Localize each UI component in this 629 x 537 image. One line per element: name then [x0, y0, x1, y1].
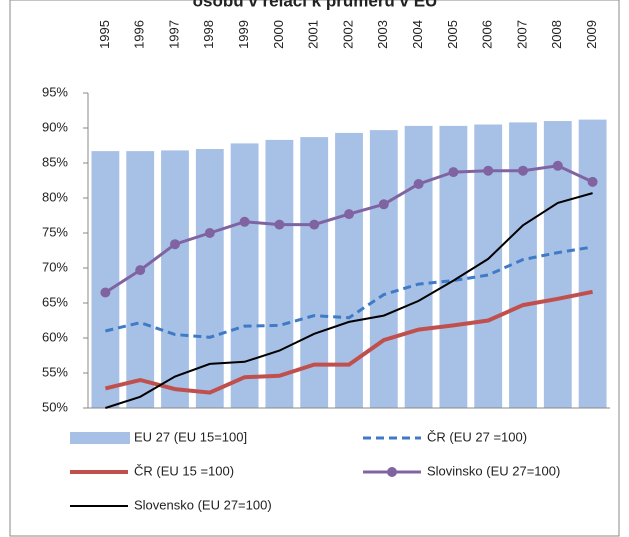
x-tick-label: 1997 — [166, 20, 181, 49]
bar — [126, 151, 155, 408]
legend-label: Slovensko (EU 27=100) — [134, 497, 272, 512]
marker — [344, 209, 354, 220]
x-tick-label: 1995 — [97, 20, 112, 49]
marker — [552, 160, 563, 171]
x-tick-label: 2000 — [271, 20, 286, 49]
marker — [483, 165, 494, 176]
chart-title: osobu v relaci k průměru v EU — [193, 0, 438, 10]
x-tick-label: 1999 — [236, 20, 251, 49]
y-tick-label: 55% — [42, 364, 68, 379]
marker — [204, 228, 215, 238]
y-tick-label: 70% — [42, 259, 68, 274]
x-tick-label: 2003 — [375, 20, 390, 49]
bar — [404, 125, 433, 409]
y-tick-label: 85% — [42, 154, 68, 169]
y-tick-label: 75% — [42, 224, 68, 239]
bar — [230, 143, 259, 408]
bar — [578, 119, 607, 408]
x-tick-label: 2007 — [514, 20, 529, 49]
legend-label: ČR (EU 27 =100) — [427, 429, 527, 444]
legend-label: ČR (EU 15 =100) — [134, 463, 234, 478]
marker — [448, 167, 459, 178]
bar — [195, 149, 224, 408]
legend-label: Slovinsko (EU 27=100) — [427, 463, 560, 478]
marker — [135, 265, 146, 276]
y-tick-label: 90% — [42, 119, 68, 134]
legend-swatch — [70, 432, 130, 444]
bar — [161, 150, 189, 408]
legend-label: EU 27 (EU 15=100] — [134, 429, 247, 444]
marker — [239, 216, 250, 227]
x-tick-label: 1998 — [201, 20, 216, 49]
x-tick-label: 2006 — [480, 20, 495, 49]
y-tick-label: 95% — [42, 84, 68, 99]
x-tick-label: 2002 — [340, 20, 355, 49]
bar — [91, 151, 120, 408]
x-tick-label: 2004 — [410, 20, 425, 49]
x-tick-label: 2008 — [549, 20, 564, 49]
marker — [413, 179, 424, 189]
bar — [509, 122, 537, 409]
marker — [309, 219, 320, 230]
y-tick-label: 60% — [42, 329, 68, 344]
bar — [369, 130, 398, 408]
x-tick-label: 2001 — [306, 20, 321, 49]
marker — [170, 239, 180, 250]
x-tick-label: 2009 — [584, 20, 599, 49]
marker — [100, 287, 111, 298]
bar — [335, 132, 363, 408]
x-tick-label: 2005 — [445, 20, 460, 49]
marker — [274, 219, 285, 230]
frame — [9, 0, 620, 537]
line — [105, 245, 593, 339]
marker — [587, 176, 598, 187]
marker — [378, 199, 389, 210]
bar — [265, 139, 294, 408]
marker — [518, 165, 528, 176]
legend-marker — [387, 467, 397, 477]
y-tick-label: 50% — [42, 399, 68, 414]
y-tick-label: 80% — [42, 189, 68, 204]
line — [105, 192, 593, 409]
x-tick-label: 1996 — [132, 20, 147, 49]
line — [104, 289, 593, 395]
y-tick-label: 65% — [42, 294, 68, 309]
